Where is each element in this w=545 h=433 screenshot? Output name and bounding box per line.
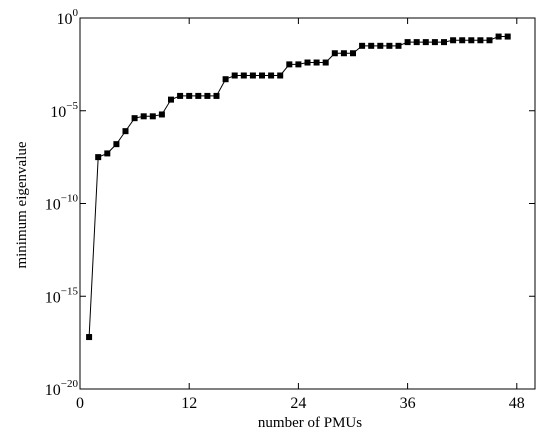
data-point-marker — [268, 72, 275, 79]
data-point-marker — [104, 150, 111, 157]
series-line — [88, 36, 508, 338]
data-point-marker — [368, 42, 375, 49]
x-tick-label: 24 — [290, 395, 306, 412]
data-point-marker — [213, 92, 220, 99]
data-point-marker — [113, 141, 120, 148]
data-point-marker — [377, 42, 384, 49]
data-point-marker — [404, 39, 411, 46]
plot-area-frame — [79, 17, 536, 390]
data-point-marker — [468, 37, 475, 44]
x-tick-label: 0 — [76, 395, 84, 412]
data-point-marker — [249, 72, 256, 79]
data-point-marker — [422, 39, 429, 46]
data-point-marker — [86, 334, 93, 341]
data-point-marker — [240, 72, 247, 79]
y-tick-label: 10−5 — [50, 100, 78, 121]
data-point-marker — [386, 42, 393, 49]
data-point-marker — [186, 92, 193, 99]
data-point-marker — [331, 50, 338, 57]
data-point-marker — [359, 42, 366, 49]
data-point-marker — [431, 39, 438, 46]
data-point-marker — [131, 115, 138, 122]
data-point-marker — [259, 72, 265, 79]
y-tick-label: 100 — [57, 7, 79, 28]
y-tick-label: 10−15 — [45, 285, 79, 306]
data-point-marker — [395, 42, 402, 49]
x-tick-label: 12 — [181, 395, 197, 412]
data-point-marker — [304, 59, 311, 66]
y-tick-label: 10−20 — [45, 378, 79, 399]
data-point-marker — [204, 92, 211, 99]
data-point-marker — [222, 76, 229, 83]
data-point-marker — [441, 39, 447, 46]
x-tick-label: 48 — [509, 395, 525, 412]
y-axis-title: minimum eigenvalue — [14, 141, 30, 268]
data-point-marker — [340, 50, 347, 57]
data-point-marker — [504, 33, 511, 40]
data-point-marker — [277, 72, 284, 79]
data-point-marker — [168, 96, 174, 103]
data-point-marker — [177, 92, 184, 99]
data-point-marker — [158, 111, 165, 118]
data-point-marker — [95, 154, 102, 161]
data-point-marker — [313, 59, 320, 66]
data-point-marker — [149, 113, 156, 120]
data-point-marker — [231, 72, 238, 79]
data-point-marker — [295, 61, 302, 68]
data-point-marker — [477, 37, 484, 44]
data-point-marker — [486, 37, 493, 44]
x-axis-title: number of PMUs — [258, 415, 362, 431]
data-point-marker — [350, 50, 356, 57]
data-point-marker — [495, 33, 502, 40]
x-tick-label: 36 — [400, 395, 416, 412]
y-tick-label: 10−10 — [45, 193, 79, 214]
data-point-marker — [140, 113, 147, 120]
data-point-marker — [413, 39, 420, 46]
data-point-marker — [322, 59, 329, 66]
data-point-marker — [459, 37, 466, 44]
data-point-marker — [450, 37, 457, 44]
data-point-marker — [286, 61, 293, 68]
data-point-marker — [195, 92, 202, 99]
data-point-marker — [122, 128, 129, 135]
